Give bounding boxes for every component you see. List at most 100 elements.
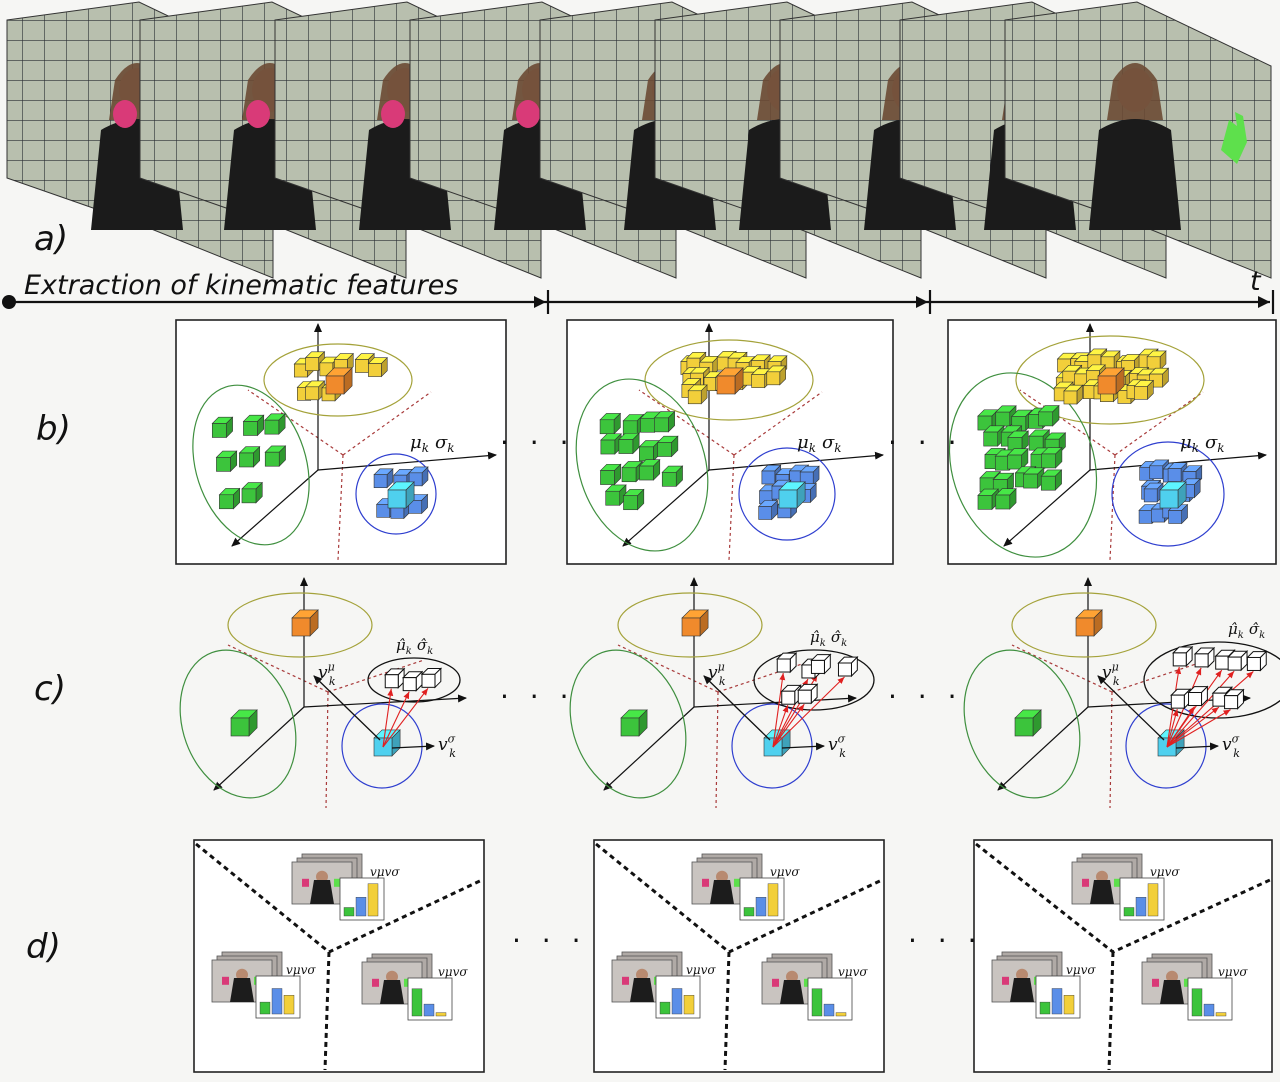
velocity-arrow: [772, 703, 805, 748]
green-feature-cube: [264, 413, 286, 435]
histogram-bar: [1191, 988, 1203, 1017]
ellipsis-d-2: · · ·: [908, 924, 983, 957]
cyan-centroid-cube: [373, 729, 401, 757]
green-feature-cube: [218, 487, 241, 510]
cluster-ellipse-yellow: [1015, 335, 1205, 425]
green-feature-cube: [211, 416, 234, 439]
timeline: Extraction of kinematic features t: [2, 266, 1275, 314]
feature-clusters-row: μk σk μk σk μk σk: [175, 319, 1277, 565]
v-mu-arrow: [703, 675, 771, 741]
cluster-ellipse-yellow: [1011, 592, 1157, 658]
histogram-bar: [1039, 1001, 1051, 1015]
signer-head: [1016, 968, 1028, 981]
green-feature-cube: [1022, 467, 1045, 489]
blue-feature-cube: [1148, 459, 1170, 480]
predicted-cube: [797, 683, 819, 705]
green-feature-cube: [995, 488, 1017, 510]
histogram-bar: [811, 988, 823, 1017]
histogram-label: vμvσ: [686, 963, 716, 977]
v-sigma-label: vσ k: [1222, 732, 1240, 759]
label-b: b): [36, 409, 71, 449]
video-thumbnail-stack: [361, 953, 433, 1005]
signer-head: [386, 970, 398, 983]
orange-centroid-cube: [716, 367, 744, 395]
video-thumbnail-stack: [291, 853, 363, 905]
orange-centroid-cube: [1097, 367, 1125, 395]
predicted-cube: [1226, 650, 1249, 672]
green-feature-cube: [622, 488, 645, 511]
magenta-glove: [222, 976, 229, 985]
axis-horizontal: [303, 694, 467, 708]
histogram-bar: [1135, 897, 1147, 917]
green-feature-cube: [638, 439, 661, 462]
histogram-bar: [743, 907, 755, 917]
velocity-histogram: [655, 975, 701, 1019]
velocity-histogram: [255, 975, 301, 1019]
v-mu-label: vμ k: [318, 660, 336, 687]
green-glove: [804, 978, 811, 987]
cluster-ellipse-blue: [355, 453, 437, 535]
predicted-cube: [384, 667, 406, 689]
signer-body: [230, 978, 254, 1002]
yellow-feature-cube: [1133, 379, 1155, 401]
predicted-cube: [1193, 646, 1216, 669]
blue-feature-cube: [373, 468, 394, 489]
yellow-feature-cube: [1146, 350, 1167, 371]
histogram-bar: [343, 907, 355, 917]
signer-body: [780, 980, 804, 1004]
decision-boundaries: [975, 842, 1271, 1071]
v-mu-label: vμ k: [708, 660, 726, 687]
velocity-space-panel: vμ k vσ k μ̂k σ̂k: [569, 577, 875, 809]
histogram-bar: [411, 988, 423, 1017]
velocity-arrow: [1166, 671, 1254, 748]
velocity-histogram: [1187, 977, 1233, 1021]
magenta-glove: [772, 978, 779, 987]
velocity-arrow: [382, 687, 429, 748]
green-centroid-cube: [620, 709, 648, 737]
cluster-ellipse-green: [575, 378, 709, 552]
feature-space-panel: μk σk: [175, 319, 507, 565]
green-feature-cube: [1037, 404, 1060, 427]
green-feature-cube: [215, 450, 238, 473]
histogram-label: vμvσ: [1218, 965, 1248, 979]
predicted-cluster-ellipse: [367, 657, 461, 703]
mu-sigma-hat-label: μ̂k σ̂k: [396, 636, 433, 657]
histogram-bar: [755, 897, 767, 917]
histogram-bar: [823, 1003, 835, 1017]
green-feature-cube: [1040, 469, 1063, 491]
histogram-bar: [435, 1012, 447, 1017]
ellipsis-c-2: · · ·: [888, 680, 963, 713]
signer-body: [310, 880, 334, 904]
feature-space-panel: μk σk: [947, 319, 1277, 565]
v-sigma-label: vσ k: [438, 732, 456, 759]
velocity-arrow: [382, 688, 394, 748]
predicted-cube: [1170, 688, 1192, 710]
histogram-bar: [1123, 907, 1135, 917]
ellipsis-c-1: · · ·: [500, 680, 575, 713]
signer-body: [380, 980, 404, 1004]
v-sigma-arrow: [391, 742, 435, 751]
cluster-boundaries: [227, 644, 425, 809]
histogram-bar: [671, 988, 683, 1015]
predicted-cube: [1172, 645, 1194, 668]
cluster-boundaries: [1011, 644, 1209, 809]
mu-sigma-label: μk σk: [797, 432, 842, 455]
mu-sigma-hat-label: μ̂k σ̂k: [810, 628, 847, 649]
green-feature-cube: [1007, 430, 1029, 453]
magenta-glove: [1002, 976, 1009, 985]
cluster-ellipse-green: [179, 649, 297, 799]
axis-depth: [622, 469, 710, 547]
green-feature-cube: [638, 459, 661, 481]
histogram-label: vμvσ: [1066, 963, 1096, 977]
classification-panel: vμvσ vμvσ vμvσ: [973, 839, 1273, 1073]
magenta-glove: [302, 878, 309, 887]
green-feature-cube: [656, 435, 679, 458]
axis-depth: [1003, 469, 1091, 547]
magenta-glove: [372, 978, 379, 987]
velocity-arrow: [1166, 670, 1235, 748]
green-feature-cube: [618, 432, 640, 455]
cluster-boundaries: [638, 389, 823, 561]
green-feature-cube: [604, 484, 627, 506]
magenta-glove: [1152, 978, 1159, 987]
green-glove: [404, 978, 411, 987]
